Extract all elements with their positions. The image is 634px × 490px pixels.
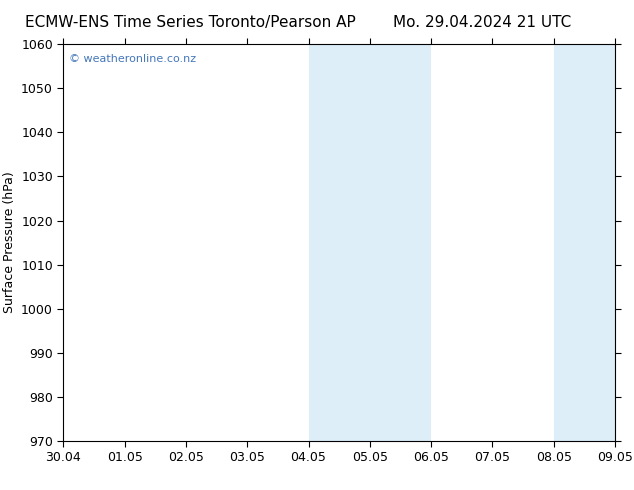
Bar [309,44,370,441]
Bar [615,44,634,441]
Text: Mo. 29.04.2024 21 UTC: Mo. 29.04.2024 21 UTC [392,15,571,29]
Text: ECMW-ENS Time Series Toronto/Pearson AP: ECMW-ENS Time Series Toronto/Pearson AP [25,15,356,29]
Y-axis label: Surface Pressure (hPa): Surface Pressure (hPa) [3,172,16,314]
Bar [553,44,615,441]
Text: © weatheronline.co.nz: © weatheronline.co.nz [69,54,196,64]
Bar [370,44,431,441]
